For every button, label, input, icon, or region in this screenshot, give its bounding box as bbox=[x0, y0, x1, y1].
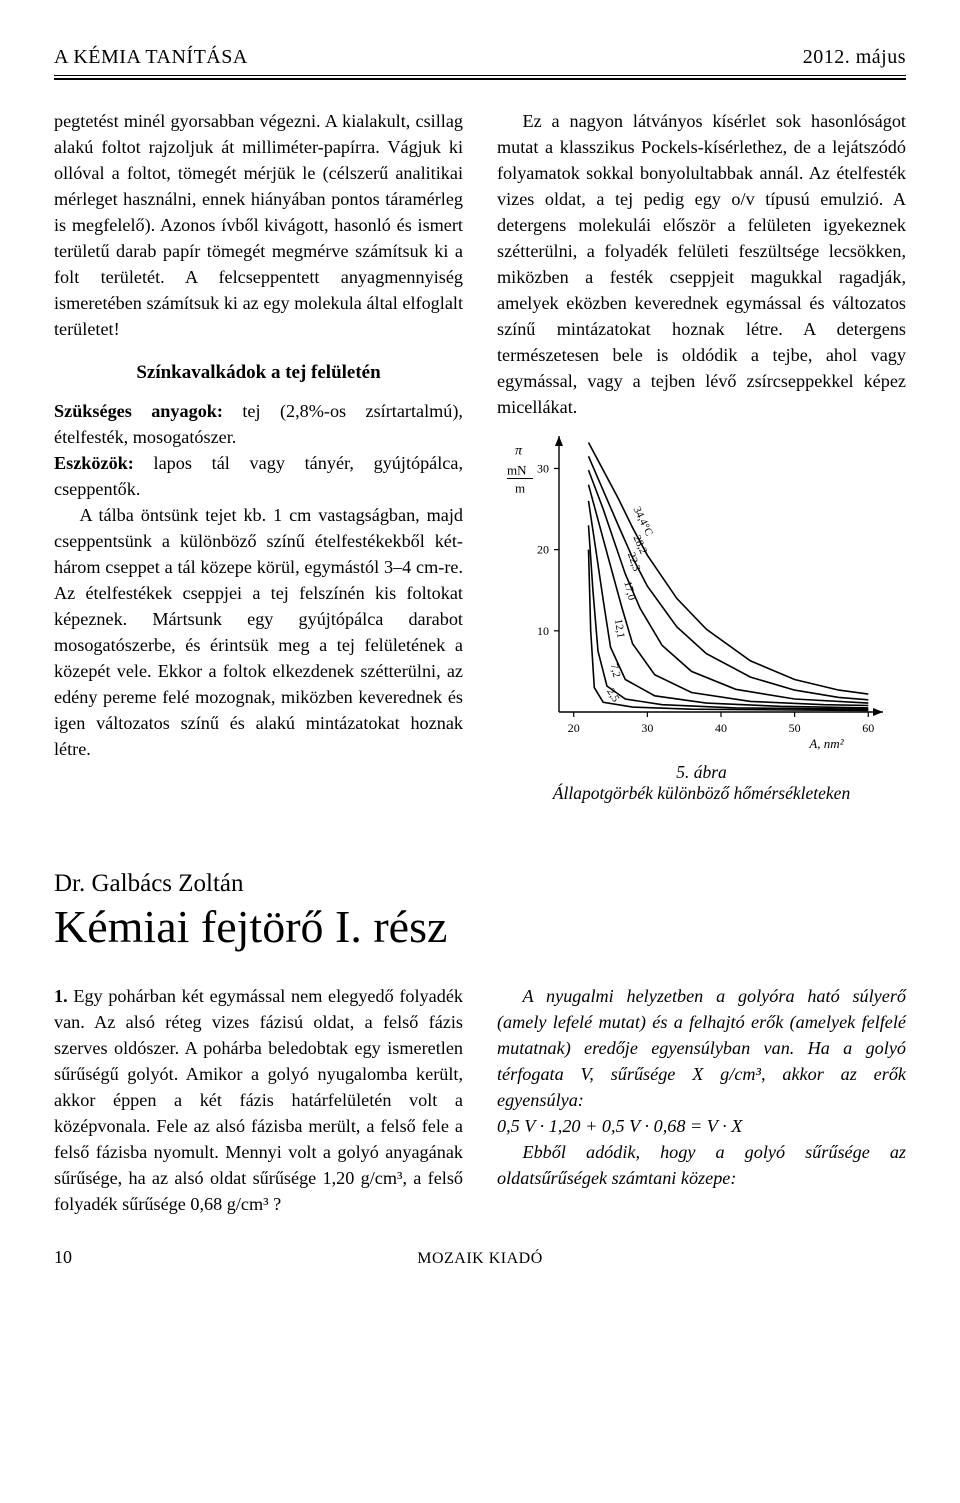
publisher: MOZAIK KIADÓ bbox=[417, 1250, 543, 1268]
left-subheading: Színkavalkádok a tej felületén bbox=[54, 362, 463, 384]
svg-text:60: 60 bbox=[862, 721, 874, 735]
article2: Dr. Galbács Zoltán Kémiai fejtörő I. rés… bbox=[54, 870, 906, 1217]
figure-caption-num: 5. ábra bbox=[676, 762, 727, 782]
svg-text:mN: mN bbox=[507, 463, 527, 478]
running-head: A KÉMIA TANÍTÁSA 2012. május bbox=[54, 46, 906, 69]
article2-author: Dr. Galbács Zoltán bbox=[54, 870, 906, 898]
running-head-right: 2012. május bbox=[803, 46, 906, 69]
article2-lead-number: 1. bbox=[54, 986, 68, 1006]
article2-title: Kémiai fejtörő I. rész bbox=[54, 900, 906, 953]
article2-right-p2: Ebből adódik, hogy a golyó sűrűsége az o… bbox=[497, 1139, 906, 1191]
running-head-left: A KÉMIA TANÍTÁSA bbox=[54, 46, 248, 69]
svg-text:π: π bbox=[515, 444, 523, 459]
svg-text:A, nm²: A, nm² bbox=[808, 736, 844, 751]
figure-caption-text: Állapotgörbék különböző hőmérsékleteken bbox=[553, 783, 850, 803]
article2-right-p1: A nyugalmi helyzetben a golyóra ható súl… bbox=[497, 983, 906, 1113]
col-right: Ez a nagyon látványos kísérlet sok hason… bbox=[497, 108, 906, 804]
tools-label: Eszközök: bbox=[54, 453, 134, 473]
article2-columns: 1. Egy pohárban két egymással nem elegye… bbox=[54, 983, 906, 1217]
svg-text:40: 40 bbox=[715, 721, 727, 735]
left-p1: pegtetést minél gyorsabban végezni. A ki… bbox=[54, 108, 463, 342]
page-footer: 10 MOZAIK KIADÓ 10 bbox=[54, 1247, 906, 1268]
article2-col-right: A nyugalmi helyzetben a golyóra ható súl… bbox=[497, 983, 906, 1217]
figure-5: 1020302030405060πmNmA, nm²34,4°C28,222,3… bbox=[497, 422, 906, 804]
figure-caption: 5. ábra Állapotgörbék különböző hőmérsék… bbox=[497, 762, 906, 804]
left-materials: Szükséges anyagok: tej (2,8%-os zsírtart… bbox=[54, 398, 463, 450]
svg-text:20: 20 bbox=[537, 543, 549, 557]
svg-text:50: 50 bbox=[789, 721, 801, 735]
svg-text:m: m bbox=[515, 481, 525, 496]
svg-text:20: 20 bbox=[568, 721, 580, 735]
article2-left-p: 1. Egy pohárban két egymással nem elegye… bbox=[54, 983, 463, 1217]
col-left: pegtetést minél gyorsabban végezni. A ki… bbox=[54, 108, 463, 804]
svg-text:30: 30 bbox=[641, 721, 653, 735]
article2-left-text: Egy pohárban két egymással nem elegyedő … bbox=[54, 986, 463, 1214]
left-tools: Eszközök: lapos tál vagy tányér, gyújtóp… bbox=[54, 450, 463, 502]
materials-label: Szükséges anyagok: bbox=[54, 401, 223, 421]
article2-equation: 0,5 V · 1,20 + 0,5 V · 0,68 = V · X bbox=[497, 1113, 906, 1139]
page-number: 10 bbox=[54, 1247, 72, 1268]
head-rule bbox=[54, 75, 906, 80]
svg-text:10: 10 bbox=[537, 624, 549, 638]
figure-svg: 1020302030405060πmNmA, nm²34,4°C28,222,3… bbox=[497, 422, 897, 752]
article2-col-left: 1. Egy pohárban két egymással nem elegye… bbox=[54, 983, 463, 1217]
article1-columns: pegtetést minél gyorsabban végezni. A ki… bbox=[54, 108, 906, 804]
right-p1: Ez a nagyon látványos kísérlet sok hason… bbox=[497, 108, 906, 420]
svg-text:30: 30 bbox=[537, 462, 549, 476]
left-p3: A tálba öntsünk tejet kb. 1 cm vastagság… bbox=[54, 502, 463, 762]
